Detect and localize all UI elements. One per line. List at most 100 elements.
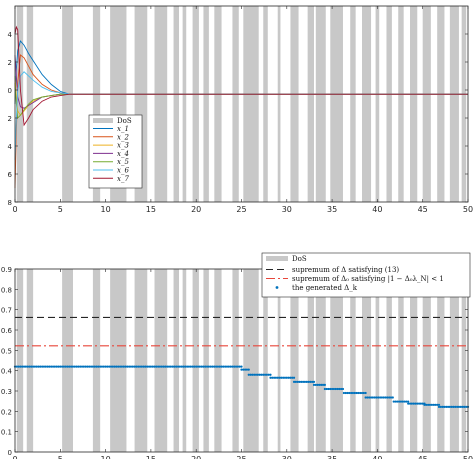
delta-point: [309, 380, 312, 383]
dos-band: [16, 269, 24, 452]
top-x-ticks: 0 5 10 15 20 25 30 35 40 45 50: [12, 6, 473, 214]
delta-point: [421, 402, 424, 405]
legend-point-swatch: [275, 286, 279, 289]
delta-point: [316, 383, 319, 386]
delta-point: [465, 405, 468, 408]
delta-point: [48, 365, 51, 368]
delta-point: [428, 403, 432, 406]
delta-point: [59, 365, 62, 368]
delta-point: [437, 405, 441, 408]
delta-point: [350, 391, 353, 395]
delta-point: [240, 368, 243, 371]
delta-point: [291, 376, 294, 379]
delta-point: [142, 365, 145, 368]
legend-series-label: x_6: [117, 167, 129, 175]
delta-point: [108, 365, 111, 368]
delta-point: [220, 365, 223, 368]
delta-point: [240, 365, 243, 368]
delta-point: [292, 380, 296, 383]
delta-point: [178, 365, 181, 368]
x-tick-label: 5: [58, 455, 63, 459]
top-state-lines: [14, 25, 468, 189]
delta-point: [50, 365, 53, 368]
dos-band: [192, 269, 199, 452]
dos-band: [437, 6, 445, 202]
delta-point: [171, 365, 174, 368]
delta-point: [312, 383, 316, 386]
delta-point: [258, 373, 261, 376]
dos-band: [350, 269, 356, 452]
delta-point: [126, 365, 129, 368]
dos-band: [461, 269, 467, 452]
x-tick-label: 40: [372, 205, 382, 214]
delta-point: [44, 365, 47, 368]
delta-point: [414, 402, 417, 405]
y-tick-label: 2: [8, 115, 12, 123]
delta-point: [407, 400, 410, 403]
delta-point: [265, 373, 268, 376]
delta-point: [180, 365, 183, 368]
delta-point: [245, 368, 249, 371]
legend-series-label: x_5: [117, 158, 129, 166]
delta-point: [21, 365, 24, 368]
delta-point: [119, 365, 122, 368]
delta-point: [456, 405, 459, 408]
top-legend-dos-label: DoS: [117, 117, 132, 125]
delta-point: [70, 365, 73, 368]
delta-point: [198, 365, 201, 368]
legend-series-label: x_4: [117, 150, 129, 158]
delta-point: [39, 365, 42, 368]
delta-point: [135, 365, 138, 368]
bottom-legend-dos-label: DoS: [292, 255, 307, 263]
y-tick-label: 0.1: [1, 429, 12, 437]
delta-point: [348, 391, 351, 395]
delta-point: [233, 365, 236, 368]
dos-band: [232, 269, 239, 452]
dos-band: [449, 6, 459, 202]
delta-point: [298, 380, 301, 383]
bottom-legend: DoS supremum of Δ satisfying (13)supremu…: [261, 252, 471, 298]
delta-point: [41, 365, 44, 368]
x-tick-label: 50: [463, 205, 473, 214]
dos-band: [182, 269, 187, 452]
delta-point: [278, 376, 281, 379]
delta-point: [407, 402, 410, 405]
delta-point: [200, 365, 203, 368]
x-tick-label: 45: [418, 205, 428, 214]
dos-band: [315, 269, 326, 452]
delta-point: [158, 365, 162, 368]
delta-point: [97, 365, 100, 368]
delta-point: [42, 365, 46, 368]
delta-point: [430, 403, 433, 406]
delta-point: [176, 365, 180, 368]
delta-point: [269, 376, 272, 379]
x-tick-label: 25: [236, 205, 246, 214]
delta-point: [51, 365, 55, 368]
delta-point: [151, 365, 154, 368]
delta-point: [384, 396, 387, 399]
dos-band: [203, 6, 209, 202]
delta-point: [398, 400, 401, 403]
delta-point: [380, 396, 384, 399]
x-tick-label: 10: [101, 455, 111, 459]
delta-point: [216, 365, 220, 368]
bottom-legend-box: [261, 252, 471, 298]
x-tick-label: 45: [418, 455, 428, 459]
delta-point: [32, 365, 35, 368]
delta-point: [82, 365, 85, 368]
delta-point: [452, 405, 455, 408]
delta-point: [274, 376, 278, 379]
bottom-delta-points: [13, 365, 470, 408]
delta-point: [459, 405, 462, 408]
dos-band: [110, 269, 127, 452]
top-legend: DoS x_1x_2x_3x_4x_5x_6x_7: [88, 114, 143, 189]
delta-point: [218, 365, 221, 368]
delta-point: [234, 365, 238, 368]
delta-point: [401, 400, 404, 403]
top-legend-box: [88, 114, 143, 189]
delta-point: [305, 380, 308, 383]
delta-point: [106, 365, 109, 368]
delta-point: [342, 391, 345, 395]
legend-series-label: x_3: [117, 142, 129, 150]
delta-point: [276, 376, 279, 379]
